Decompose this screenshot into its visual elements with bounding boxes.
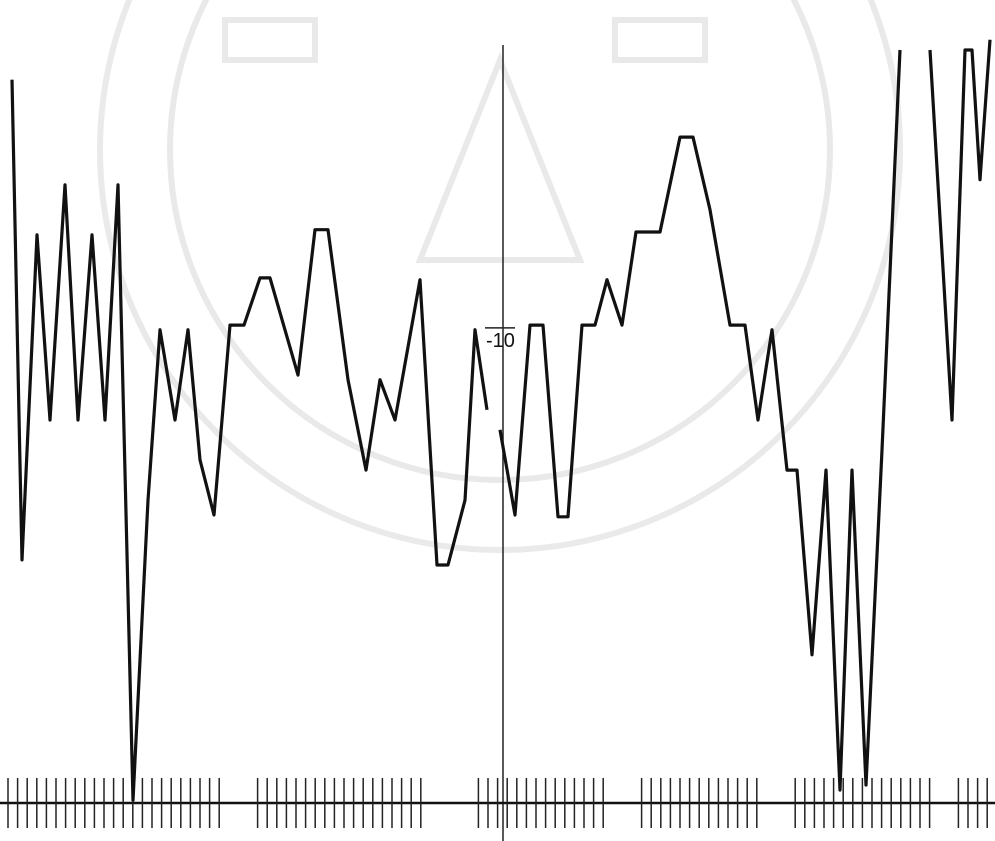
- waveform-line: [10, 39, 992, 802]
- x-axis-ticks: [7, 778, 988, 828]
- plot-area: -10: [10, 39, 992, 802]
- y-tick-label: -10: [486, 330, 515, 352]
- watermark: [97, 0, 903, 553]
